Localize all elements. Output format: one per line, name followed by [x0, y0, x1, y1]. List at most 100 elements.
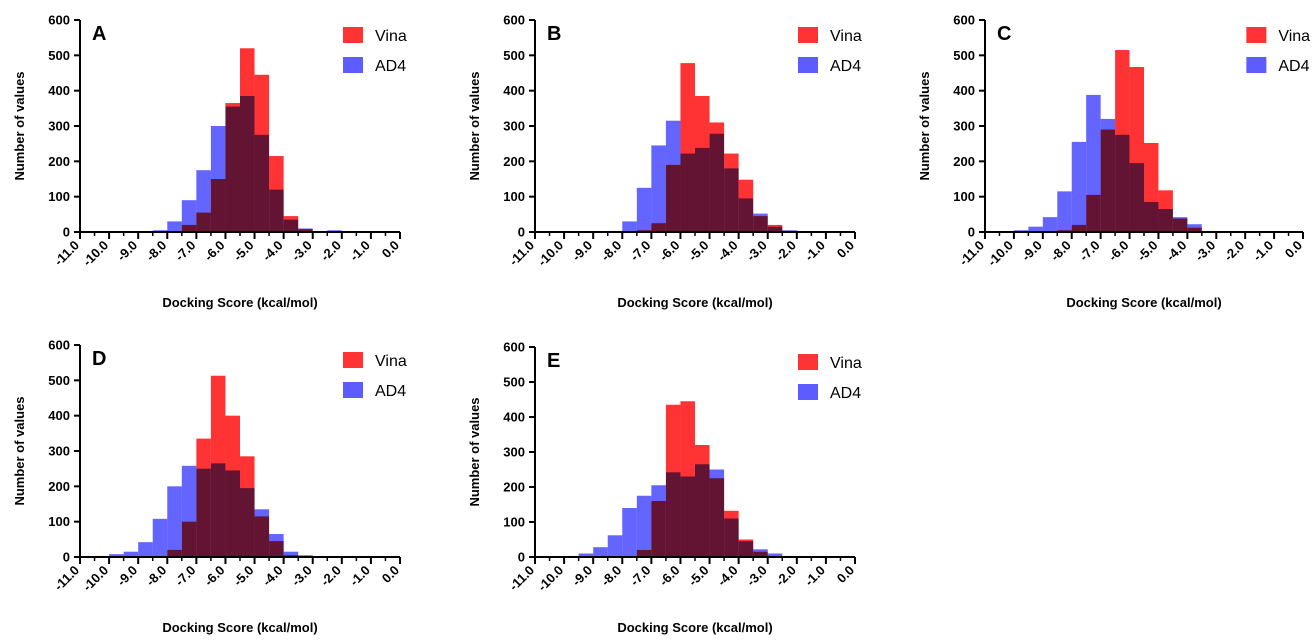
y-tick-label: 600 [48, 338, 70, 353]
x-tick-label: -1.0 [802, 563, 828, 589]
x-tick-label: -4.0 [259, 238, 285, 264]
bar [167, 221, 182, 232]
bar [636, 495, 652, 557]
legend: Vina AD4 [798, 354, 862, 402]
bar [210, 463, 226, 557]
y-tick-label: 0 [63, 550, 70, 565]
bar [225, 106, 240, 232]
x-tick-label: -10.0 [80, 563, 112, 595]
y-tick-label: 500 [48, 373, 70, 388]
x-tick-label: -8.0 [598, 238, 624, 264]
bar [1100, 118, 1116, 232]
bar [283, 551, 299, 557]
x-tick-label: -4.0 [1163, 238, 1189, 264]
bar [680, 476, 695, 557]
legend-swatch-ad4 [798, 384, 818, 400]
chart-panel-a: 0 100 200 300 400 500 600 -11.0-10.0 -9.0 -8.0 -7.… [12, 13, 407, 311]
x-tick-label: -9.0 [114, 238, 140, 264]
legend-swatch-ad4 [1246, 57, 1267, 73]
y-tick-label: 600 [953, 13, 975, 28]
x-tick-label: -5.0 [685, 563, 711, 589]
x-tick-label: -8.0 [598, 563, 624, 589]
x-tick-label: -11.0 [506, 238, 537, 269]
y-tick-label: 0 [968, 225, 975, 240]
legend-label-vina: Vina [1278, 28, 1310, 45]
legend-label-vina: Vina [830, 355, 862, 372]
bar [1086, 94, 1101, 232]
y-tick-label: 400 [48, 408, 70, 423]
y-tick-label: 0 [518, 225, 525, 240]
x-tick-label: -7.0 [1076, 238, 1102, 264]
x-tick-label: -6.0 [1105, 238, 1131, 264]
panel-label: D [92, 348, 106, 370]
panel-label: B [547, 23, 561, 45]
series-ad4 [564, 464, 797, 557]
bar [753, 549, 768, 557]
x-tick-label: -9.0 [1018, 238, 1044, 264]
bar [767, 226, 783, 232]
x-tick-label: -5.0 [230, 238, 256, 264]
bar [123, 551, 139, 557]
bar [724, 168, 739, 232]
y-tick-label: 400 [48, 83, 70, 98]
x-tick-label: -11.0 [506, 563, 537, 594]
y-axis-title: Number of values [917, 71, 932, 180]
legend-swatch-ad4 [343, 57, 363, 73]
x-axis-title: Docking Score (kcal/mol) [162, 295, 317, 310]
bar [1028, 226, 1043, 232]
x-tick-label: -2.0 [317, 238, 343, 264]
bar [181, 465, 197, 557]
y-tick-label: 300 [503, 119, 525, 134]
y-tick-label: 500 [953, 48, 975, 63]
x-tick-label: -2.0 [772, 238, 798, 264]
bar [1158, 209, 1173, 232]
x-tick-label: -5.0 [230, 563, 256, 589]
y-tick-label: 100 [503, 515, 525, 530]
legend-swatch-vina [1246, 27, 1267, 43]
x-tick-label: -8.0 [143, 238, 169, 264]
y-tick-label: 300 [953, 119, 975, 134]
y-tick-label: 500 [503, 375, 525, 390]
bar [167, 486, 182, 557]
bar [138, 542, 153, 557]
bar [196, 170, 211, 232]
y-tick-label: 100 [953, 189, 975, 204]
x-tick-label: 0.0 [834, 238, 857, 261]
legend-label-ad4: AD4 [830, 385, 861, 402]
x-tick-label: -2.0 [317, 563, 343, 589]
y-tick-label: 200 [48, 479, 70, 494]
bar [240, 95, 255, 232]
legend-swatch-ad4 [343, 382, 363, 398]
legend: Vina AD4 [1246, 27, 1310, 75]
x-tick-label: -7.0 [627, 563, 653, 589]
y-tick-label: 300 [48, 444, 70, 459]
bar [651, 485, 666, 557]
y-tick-label: 200 [48, 154, 70, 169]
bar [240, 488, 255, 557]
legend-label-vina: Vina [375, 353, 407, 370]
bar [709, 133, 725, 232]
bar [1115, 134, 1130, 232]
y-tick-label: 500 [503, 48, 525, 63]
y-tick-label: 600 [503, 13, 525, 28]
legend-label-ad4: AD4 [830, 58, 861, 75]
bar [181, 200, 197, 232]
x-tick-label: -3.0 [288, 238, 314, 264]
y-tick-label: 200 [503, 480, 525, 495]
legend-swatch-vina [343, 352, 363, 368]
x-tick-label: -1.0 [1250, 238, 1276, 264]
x-tick-label: -7.0 [172, 563, 198, 589]
x-tick-label: -10.0 [535, 563, 567, 595]
x-axis-title: Docking Score (kcal/mol) [617, 620, 772, 635]
bar [225, 470, 240, 557]
x-tick-label: -6.0 [201, 238, 227, 264]
y-tick-label: 400 [953, 83, 975, 98]
bar [709, 469, 725, 557]
legend: Vina AD4 [343, 352, 407, 400]
x-axis-title: Docking Score (kcal/mol) [1066, 295, 1221, 310]
bar [1172, 217, 1188, 232]
bar [622, 221, 637, 232]
bar [1042, 217, 1058, 232]
x-tick-label: -9.0 [114, 563, 140, 589]
x-tick-label: -6.0 [201, 563, 227, 589]
